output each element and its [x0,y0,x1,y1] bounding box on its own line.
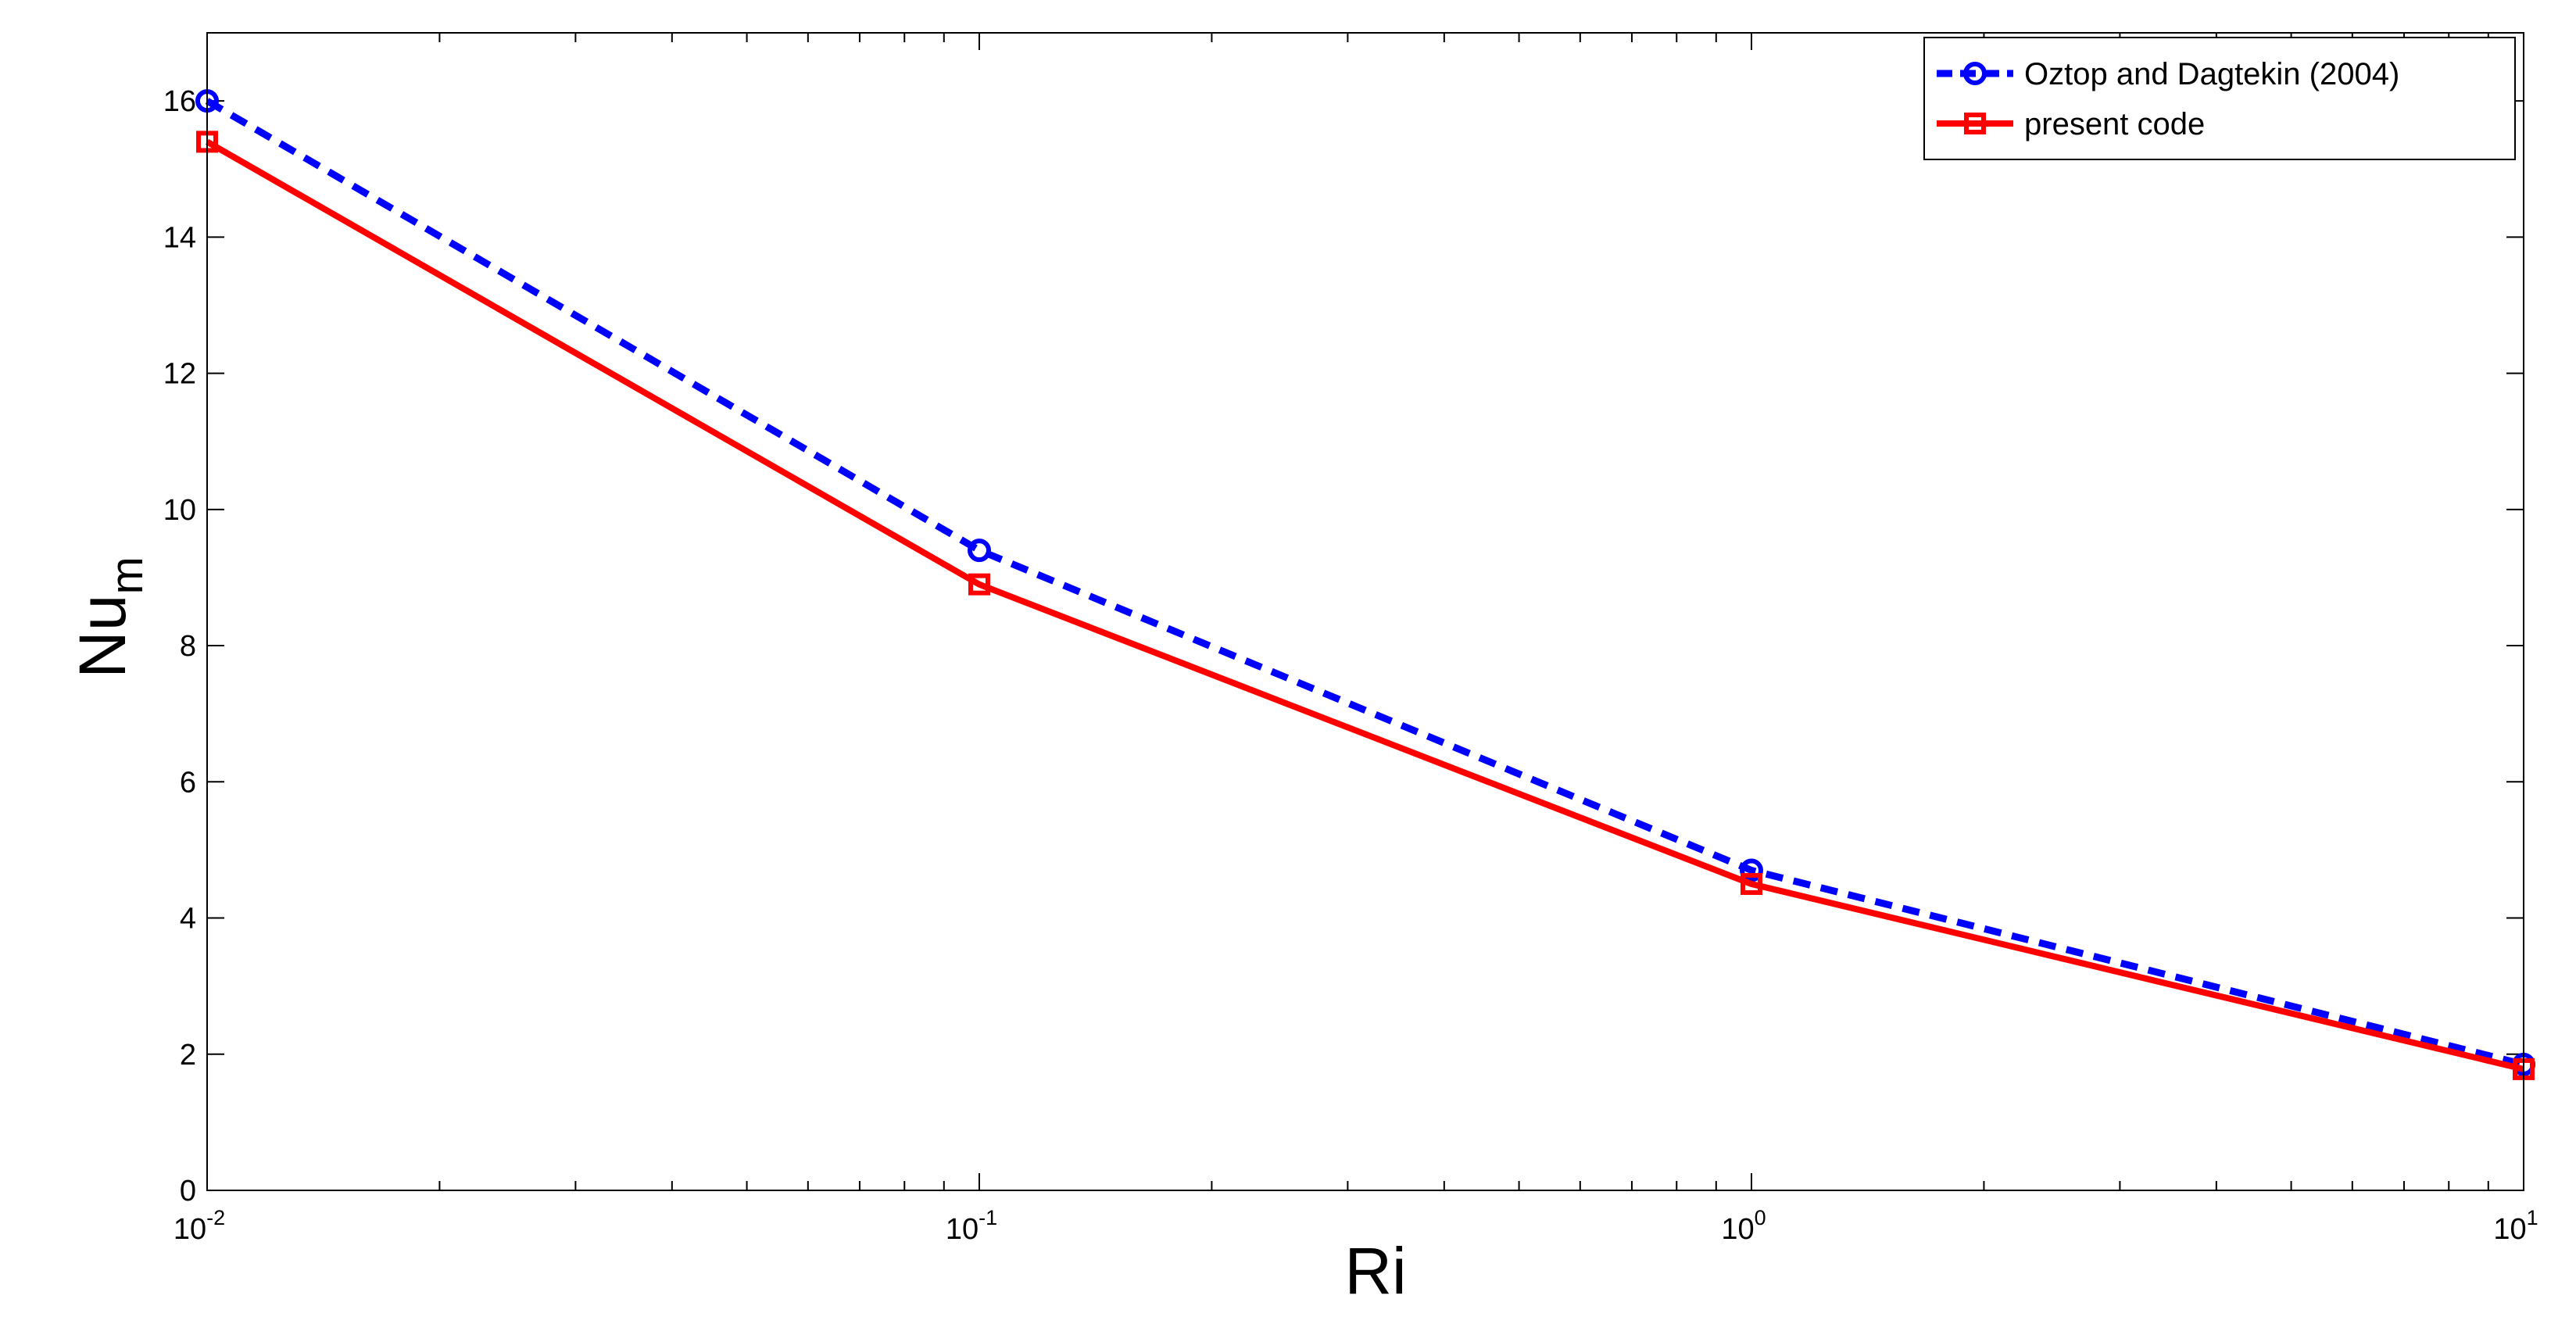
plot-frame [206,32,2524,1191]
y-tick-label: 12 [163,358,196,391]
x-tick-label-exponent: 0 [1755,1206,1766,1229]
y-tick-label: 10 [163,494,196,527]
y-tick-label: 16 [163,85,196,118]
legend-label: Oztop and Dagtekin (2004) [2024,57,2399,91]
legend-label: present code [2024,107,2205,141]
y-tick-label: 14 [163,221,196,254]
x-tick-labels: 10-2 10-1 100 101 [174,1206,2538,1246]
series-layer [195,89,2535,1080]
data-point [1740,858,1763,882]
y-tick-label: 0 [180,1175,196,1208]
x-tick-label-base: 10 [2493,1213,2526,1246]
y-tick-label: 2 [180,1039,196,1072]
x-tick-label-exponent: -1 [979,1206,997,1229]
data-point [968,539,991,563]
legend: Oztop and Dagtekin (2004) present code [1923,37,2516,160]
y-axis-title-main: Nu [66,594,139,678]
y-tick-label: 8 [180,630,196,663]
legend-box [1923,37,2516,160]
x-tick-label-exponent: 1 [2527,1206,2538,1229]
legend-marker [1963,62,1987,85]
legend-entries: Oztop and Dagtekin (2004) present code [1937,57,2399,141]
x-tick-label: 101 [2493,1206,2538,1246]
y-axis-title: Num [66,556,152,678]
data-point [1741,872,1762,895]
x-tick-label: 10-1 [946,1206,997,1246]
plot-background [207,33,2524,1190]
legend-marker [1964,113,1986,134]
series-line [205,98,2525,1068]
x-tick-label-base: 10 [1721,1213,1754,1246]
x-tick-label-base: 10 [174,1213,206,1246]
x-tick-label-base: 10 [946,1213,979,1246]
legend-entry: present code [1937,107,2205,141]
series-line [206,138,2524,1072]
y-tick-label: 6 [180,766,196,799]
data-point [968,573,990,596]
x-axis-title: Ri [1344,1234,1406,1308]
legend-entry: Oztop and Dagtekin (2004) [1937,57,2399,91]
x-tick-label-exponent: -2 [206,1206,225,1229]
y-axis-title-subscript: m [102,556,152,594]
x-tick-label: 10-2 [174,1206,225,1246]
x-tick-label: 100 [1721,1206,1766,1246]
y-tick-labels: 0 2 4 6 8 10 12 14 16 [163,85,196,1208]
y-tick-label: 4 [180,903,196,936]
